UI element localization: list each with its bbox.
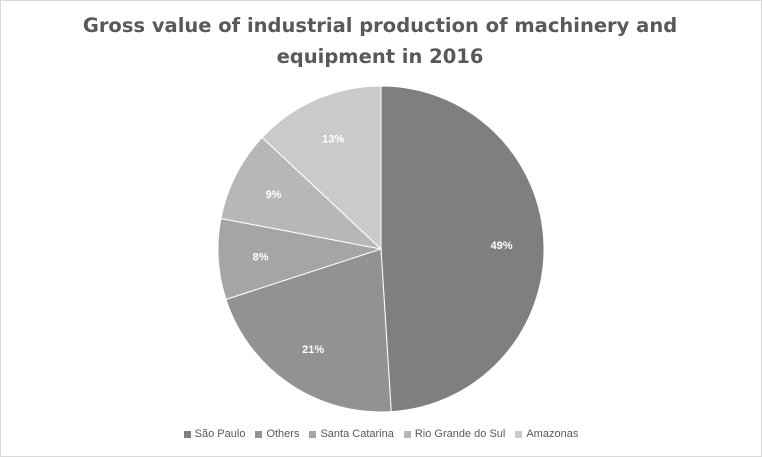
legend-label: Rio Grande do Sul — [414, 428, 506, 440]
legend-item: Others — [255, 428, 299, 440]
pie-slice-2 — [225, 248, 392, 413]
legend-swatch — [183, 430, 191, 438]
data-label-1: 49% — [491, 240, 513, 252]
legend-label: Amazonas — [526, 428, 579, 440]
legend-swatch — [403, 430, 411, 438]
legend-swatch — [515, 430, 523, 438]
data-label-5: 13% — [322, 133, 344, 145]
chart-legend: São Paulo Others Santa Catarina Rio Grande … — [0, 428, 762, 440]
data-label-3: 8% — [253, 252, 269, 264]
legend-label: São Paulo — [194, 428, 246, 440]
legend-label: Others — [266, 428, 300, 440]
chart-title: Gross value of industrial production of … — [82, 14, 678, 68]
legend-item: Amazonas — [515, 428, 578, 440]
legend-item: Santa Catarina — [309, 428, 394, 440]
legend-swatch — [255, 430, 263, 438]
legend-item: São Paulo — [183, 428, 246, 440]
pie-slice-1 — [380, 85, 545, 413]
pie-slice-5 — [261, 85, 382, 251]
legend-item: Rio Grande do Sul — [403, 428, 506, 440]
legend-label: Santa Catarina — [320, 428, 394, 440]
legend-swatch — [309, 430, 317, 438]
data-label-4: 9% — [266, 189, 282, 201]
pie-slice-4 — [220, 136, 383, 250]
data-label-2: 21% — [302, 344, 324, 356]
